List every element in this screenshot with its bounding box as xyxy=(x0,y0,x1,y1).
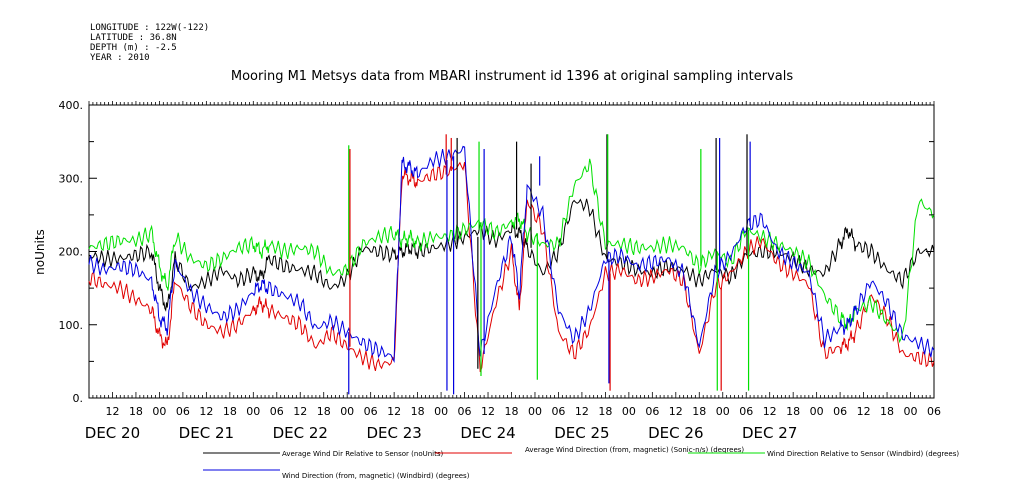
spike-lines xyxy=(348,134,751,395)
x-tick-label: 06 xyxy=(270,405,284,418)
x-day-label: DEC 22 xyxy=(273,424,328,442)
x-tick-label: 18 xyxy=(880,405,894,418)
x-tick-label: 12 xyxy=(481,405,495,418)
x-tick-label: 18 xyxy=(223,405,237,418)
x-tick-label: 18 xyxy=(598,405,612,418)
x-day-label: DEC 24 xyxy=(460,424,515,442)
x-tick-label: 18 xyxy=(317,405,331,418)
x-tick-label: 00 xyxy=(716,405,730,418)
x-tick-label: 00 xyxy=(622,405,636,418)
legend-label-red: Average Wind Direction (from, magnetic) … xyxy=(525,446,744,454)
x-day-label: DEC 25 xyxy=(554,424,609,442)
x-tick-label: 00 xyxy=(528,405,542,418)
x-tick-label: 12 xyxy=(387,405,401,418)
x-tick-label: 06 xyxy=(645,405,659,418)
y-tick-label: 200. xyxy=(59,246,84,259)
longitude-label: LONGITUDE : 122W(-122) xyxy=(90,23,209,33)
series-line-3 xyxy=(88,145,935,363)
legend-label-blue: Wind Direction (from, magnetic) (Windbir… xyxy=(282,472,470,480)
x-tick-label: 12 xyxy=(763,405,777,418)
x-tick-label: 06 xyxy=(176,405,190,418)
x-tick-label: 18 xyxy=(692,405,706,418)
x-tick-label: 00 xyxy=(434,405,448,418)
latitude-label: LATITUDE : 36.8N xyxy=(90,33,177,43)
x-tick-label: 06 xyxy=(458,405,472,418)
legend-label-red-text: Average Wind Direction (from, magnetic) … xyxy=(525,446,744,454)
x-tick-label: 06 xyxy=(739,405,753,418)
x-tick-label: 00 xyxy=(810,405,824,418)
x-tick-label: 18 xyxy=(505,405,519,418)
series-line-1 xyxy=(88,161,935,373)
x-day-label: DEC 21 xyxy=(179,424,234,442)
x-tick-label: 12 xyxy=(293,405,307,418)
x-tick-label: 12 xyxy=(857,405,871,418)
legend-label-green: Wind Direction Relative to Sensor (Windb… xyxy=(767,450,959,458)
x-tick-label: 12 xyxy=(105,405,119,418)
x-day-label: DEC 26 xyxy=(648,424,703,442)
y-tick-label: 0. xyxy=(73,392,84,405)
depth-label: DEPTH (m) : -2.5 xyxy=(90,43,177,53)
plot-frame xyxy=(88,104,935,399)
x-tick-label: 00 xyxy=(904,405,918,418)
year-label: YEAR : 2010 xyxy=(90,53,150,63)
x-day-label: DEC 27 xyxy=(742,424,797,442)
legend-label-black: Average Wind Dir Relative to Sensor (noU… xyxy=(282,450,443,458)
y-axis-label: noUnits xyxy=(33,229,47,275)
plot-lines xyxy=(88,145,935,373)
x-tick-label: 18 xyxy=(411,405,425,418)
x-tick-label: 06 xyxy=(364,405,378,418)
x-tick-label: 12 xyxy=(199,405,213,418)
x-tick-label: 06 xyxy=(833,405,847,418)
x-axis: 12 18 00 06 12 18 00 06 12 18 00 06 12 18 00 06 12 18 00 06… xyxy=(85,101,941,442)
series-line-2 xyxy=(88,158,935,344)
x-tick-label: 06 xyxy=(927,405,941,418)
x-tick-label: 18 xyxy=(129,405,143,418)
legend: Average Wind Dir Relative to Sensor (noU… xyxy=(203,446,959,480)
x-day-label: DEC 23 xyxy=(366,424,421,442)
y-axis: 0. 100. 200. 300. 400. xyxy=(59,99,934,405)
x-tick-label: 18 xyxy=(786,405,800,418)
x-tick-label: 00 xyxy=(152,405,166,418)
x-tick-label: 00 xyxy=(246,405,260,418)
y-tick-label: 300. xyxy=(59,172,84,185)
x-tick-label: 00 xyxy=(340,405,354,418)
x-tick-label: 12 xyxy=(575,405,589,418)
chart-title: Mooring M1 Metsys data from MBARI instru… xyxy=(231,69,793,84)
y-tick-label: 400. xyxy=(59,99,84,112)
x-tick-label: 12 xyxy=(669,405,683,418)
series-line-0 xyxy=(88,198,935,312)
y-tick-label: 100. xyxy=(59,319,84,332)
x-tick-label: 06 xyxy=(551,405,565,418)
x-day-label: DEC 20 xyxy=(85,424,140,442)
